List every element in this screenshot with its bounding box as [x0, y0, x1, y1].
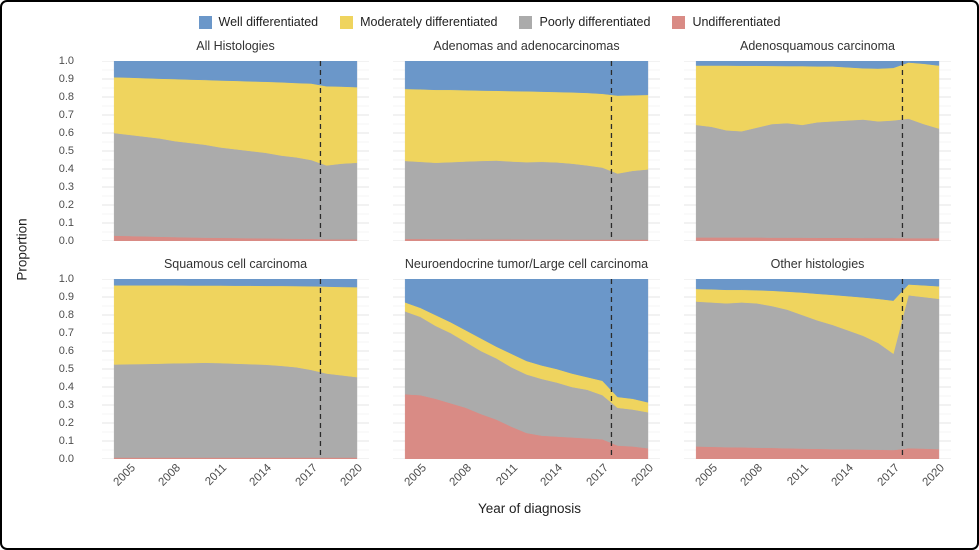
x-tick-label: 2017	[584, 462, 611, 489]
y-tick-label: 0.2	[58, 199, 74, 211]
y-axis-ticks-top: 1.0 0.9 0.8 0.7 0.6 0.5 0.4 0.3 0.2 0.1 0.0	[36, 55, 78, 247]
x-axis-ticks: 2005 2008 2011 2014 2017 2020	[684, 459, 951, 499]
x-axis-ticks: 2005 2008 2011 2014 2017 2020	[393, 459, 660, 499]
y-tick-label: 0.0	[58, 453, 74, 465]
facet-squamous: Squamous cell carcinoma 2005 2008 2011 2014…	[102, 257, 369, 499]
x-tick-label: 2020	[629, 462, 657, 489]
facet-title: Adenosquamous carcinoma	[740, 39, 895, 53]
facet-title: Neuroendocrine tumor/Large cell carcinom…	[404, 257, 649, 271]
legend-swatch-icon	[519, 15, 533, 29]
facet-plot	[393, 279, 660, 459]
y-tick-label: 0.7	[58, 109, 74, 121]
facet-plot	[393, 61, 660, 241]
y-tick-label: 0.3	[58, 181, 74, 193]
legend-item: Moderately differentiated	[340, 15, 497, 29]
facet-plot	[102, 61, 369, 241]
facet-row-top: 1.0 0.9 0.8 0.7 0.6 0.5 0.4 0.3 0.2 0.1 0.0 All Hi…	[36, 39, 951, 247]
x-tick-label: 2008	[738, 462, 766, 489]
y-axis-title: Proportion	[8, 39, 36, 523]
x-tick-label: 2014	[538, 462, 566, 489]
y-axis-title-text: Proportion	[14, 217, 30, 281]
x-tick-label: 2020	[338, 462, 366, 489]
x-tick-label: 2014	[829, 462, 857, 489]
facet-title: Adenomas and adenocarcinomas	[433, 39, 620, 53]
y-tick-label: 0.4	[58, 381, 74, 393]
area-well-differentiated	[696, 61, 939, 69]
x-tick-label: 2011	[784, 462, 811, 488]
x-tick-label: 2005	[402, 462, 429, 489]
facet-plot	[684, 61, 951, 241]
area-well-differentiated	[405, 279, 648, 402]
legend-label: Moderately differentiated	[360, 15, 498, 29]
facet-neuroendocrine: Neuroendocrine tumor/Large cell carcinom…	[393, 257, 660, 499]
y-tick-label: 1.0	[58, 55, 74, 67]
y-tick-label: 0.1	[58, 435, 74, 447]
y-tick-label: 0.7	[58, 327, 74, 339]
area-well-differentiated	[114, 61, 357, 87]
y-tick-label: 0.6	[58, 127, 74, 139]
stacked-area-chart	[393, 279, 660, 459]
x-tick-label: 2017	[875, 462, 902, 489]
legend-swatch-icon	[672, 15, 686, 29]
y-tick-label: 0.2	[58, 417, 74, 429]
y-tick-label: 0.4	[58, 163, 74, 175]
area-well-differentiated	[696, 279, 939, 301]
x-tick-label: 2008	[447, 462, 475, 489]
x-axis-title: Year of diagnosis	[477, 501, 582, 516]
stacked-area-chart	[102, 61, 369, 241]
y-tick-label: 0.9	[58, 291, 74, 303]
y-tick-label: 0.5	[58, 363, 74, 375]
x-tick-label: 2005	[111, 462, 138, 489]
y-tick-label: 0.3	[58, 399, 74, 411]
y-tick-label: 0.0	[58, 235, 74, 247]
facet-adenosquamous: Adenosquamous carcinoma	[684, 39, 951, 241]
legend-label: Well differentiated	[218, 15, 319, 29]
legend: Well differentiated Moderately differenti…	[2, 2, 977, 37]
y-tick-label: 0.9	[58, 73, 74, 85]
x-tick-label: 2011	[202, 462, 229, 488]
legend-label: Undifferentiated	[692, 15, 781, 29]
stacked-area-chart	[393, 61, 660, 241]
x-tick-label: 2008	[156, 462, 184, 489]
facet-plot	[102, 279, 369, 459]
y-tick-label: 0.6	[58, 345, 74, 357]
facet-adenomas: Adenomas and adenocarcinomas	[393, 39, 660, 241]
area-well-differentiated	[114, 279, 357, 287]
stacked-area-chart	[684, 279, 951, 459]
facet-title: Other histologies	[770, 257, 865, 271]
y-tick-label: 1.0	[58, 273, 74, 285]
facet-grid: 1.0 0.9 0.8 0.7 0.6 0.5 0.4 0.3 0.2 0.1 0.0 All Hi…	[36, 39, 951, 523]
facet-title: Squamous cell carcinoma	[163, 257, 308, 271]
x-tick-label: 2005	[693, 462, 720, 489]
legend-label: Poorly differentiated	[539, 15, 651, 29]
legend-item: Undifferentiated	[672, 15, 780, 29]
y-tick-label: 0.8	[58, 309, 74, 321]
y-tick-label: 0.5	[58, 145, 74, 157]
facet-row-bottom: 1.0 0.9 0.8 0.7 0.6 0.5 0.4 0.3 0.2 0.1 0.0 Squamo…	[36, 257, 951, 499]
legend-swatch-icon	[340, 15, 354, 29]
facet-plot	[684, 279, 951, 459]
x-tick-label: 2017	[293, 462, 320, 489]
y-tick-label: 0.1	[58, 217, 74, 229]
facet-other: Other histologies 2005 2008 2011 2014 2017 20…	[684, 257, 951, 499]
area-well-differentiated	[405, 61, 648, 96]
y-tick-label: 0.8	[58, 91, 74, 103]
legend-swatch-icon	[198, 15, 212, 29]
facet-title: All Histologies	[196, 39, 275, 53]
y-axis-ticks-bottom: 1.0 0.9 0.8 0.7 0.6 0.5 0.4 0.3 0.2 0.1 0.0	[36, 273, 78, 465]
x-tick-label: 2011	[493, 462, 520, 488]
legend-item: Poorly differentiated	[519, 15, 650, 29]
plot-region: Proportion 1.0 0.9 0.8 0.7 0.6 0.5 0.4 0.3 0.2 0.…	[2, 37, 977, 523]
legend-item: Well differentiated	[198, 15, 319, 29]
x-tick-label: 2014	[247, 462, 275, 489]
facet-all-histologies: All Histologies	[102, 39, 369, 241]
x-axis-ticks: 2005 2008 2011 2014 2017 2020	[102, 459, 369, 499]
stacked-area-chart	[102, 279, 369, 459]
stacked-area-chart	[684, 61, 951, 241]
x-tick-label: 2020	[920, 462, 948, 489]
